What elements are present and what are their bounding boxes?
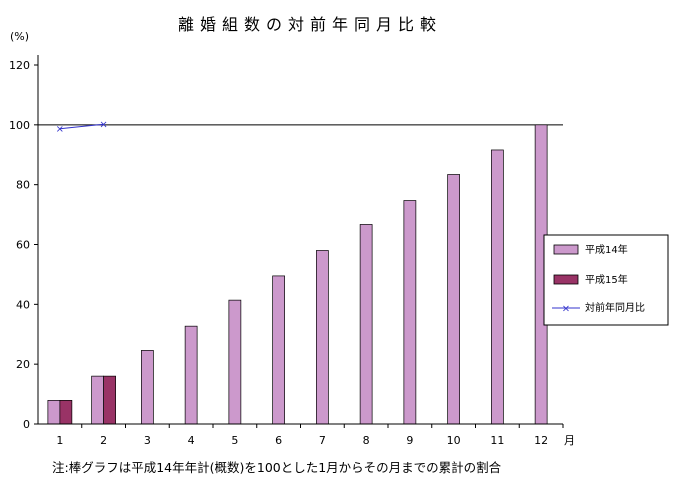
y-tick-label: 80 <box>16 179 30 192</box>
footnote: 注:棒グラフは平成14年年計(概数)を100とした1月からその月までの累計の割合 <box>52 460 502 475</box>
bar-series-0 <box>184 325 198 425</box>
legend-swatch-h15 <box>553 274 579 285</box>
y-tick-label: 100 <box>9 119 30 132</box>
legend-label-h15: 平成15年 <box>585 273 628 286</box>
x-tick-label: 7 <box>319 434 326 447</box>
x-tick-label: 3 <box>144 434 151 447</box>
y-tick-label: 60 <box>16 239 30 252</box>
y-tick-label: 0 <box>23 418 30 431</box>
bar-series-0 <box>91 375 104 425</box>
legend: 平成14年 平成15年 × 対前年同月比 <box>543 234 669 326</box>
bar-series-0 <box>491 149 504 425</box>
bar-series-0 <box>47 400 61 425</box>
yoy-point-marker: × <box>56 124 64 135</box>
bar-series-0 <box>403 200 417 425</box>
legend-label-h14: 平成14年 <box>585 243 628 256</box>
x-tick-label: 9 <box>406 434 413 447</box>
legend-marker-yoy: × <box>562 304 570 315</box>
bar-series-0 <box>272 275 285 425</box>
x-tick-label: 4 <box>188 434 195 447</box>
y-unit-label: (%) <box>10 30 29 43</box>
x-tick-label: 5 <box>231 434 238 447</box>
legend-swatch-h14 <box>553 244 579 255</box>
x-tick-label: 1 <box>56 434 63 447</box>
x-tick-label: 10 <box>447 434 461 447</box>
x-tick-label: 6 <box>275 434 282 447</box>
y-tick-label: 40 <box>16 298 30 311</box>
x-tick-label: 2 <box>100 434 107 447</box>
x-tick-label: 8 <box>363 434 370 447</box>
yoy-line <box>59 123 104 130</box>
x-unit-label: 月 <box>564 434 575 447</box>
bar-series-0 <box>228 299 242 425</box>
bar-series-0 <box>359 224 373 425</box>
chart-title: 離婚組数の対前年同月比較 <box>178 15 442 34</box>
legend-label-yoy: 対前年同月比 <box>585 301 645 314</box>
y-tick-label: 20 <box>16 358 30 371</box>
bar-series-0 <box>141 350 154 425</box>
bar-series-0 <box>316 250 329 425</box>
yoy-point-marker: × <box>99 120 107 131</box>
x-tick-label: 11 <box>490 434 504 447</box>
bar-series-1 <box>59 400 73 425</box>
x-tick-label: 12 <box>534 434 548 447</box>
bar-series-0 <box>447 174 460 425</box>
bar-series-1 <box>103 375 116 425</box>
y-tick-label: 120 <box>9 59 30 72</box>
